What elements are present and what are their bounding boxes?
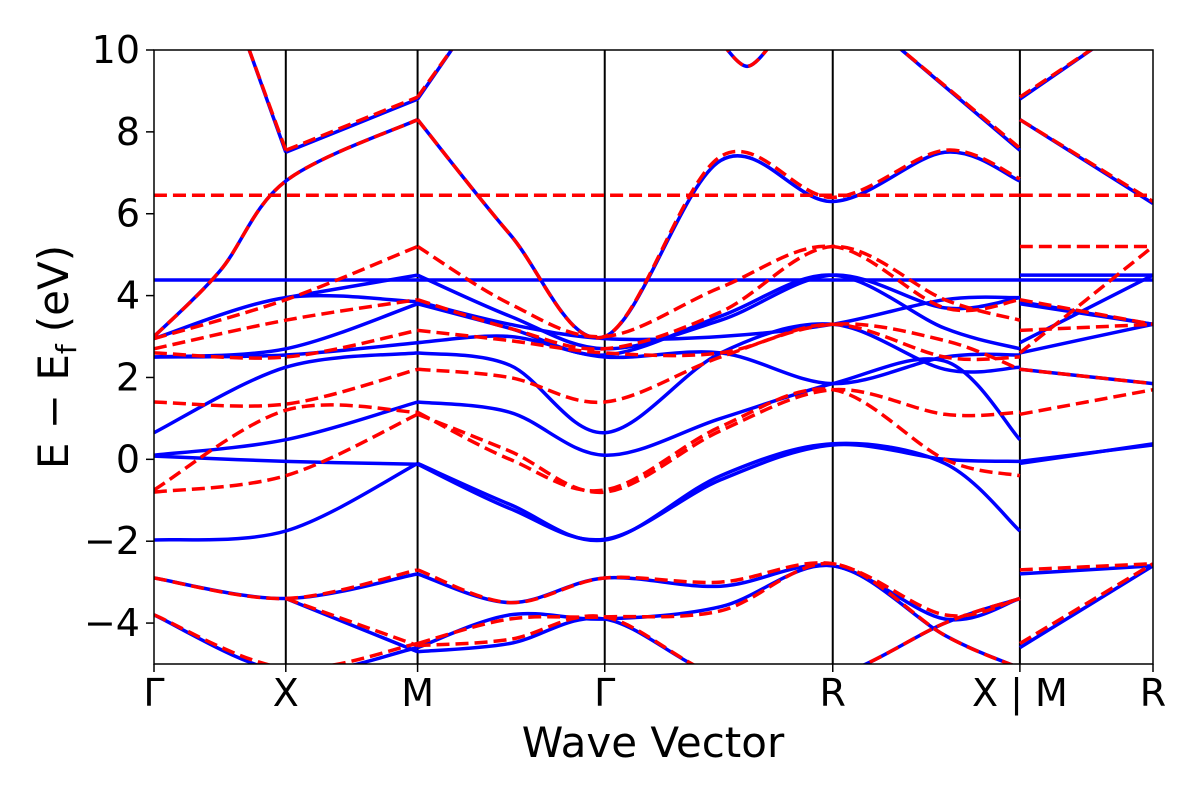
band-line — [154, 400, 419, 457]
y-tick-label: 8 — [116, 110, 140, 154]
dashed-red-bands — [154, 50, 1153, 664]
band-line — [417, 244, 1021, 351]
band-line — [417, 561, 1015, 664]
y-tick-label: −2 — [84, 519, 140, 563]
band-line — [416, 244, 1021, 339]
band-line — [417, 322, 1021, 405]
band-line — [416, 387, 1021, 493]
band-line — [154, 297, 418, 351]
x-tick-label: Γ — [143, 671, 164, 715]
y-tick-label: 0 — [116, 437, 140, 481]
x-tick-label: X | M — [972, 671, 1068, 716]
band-line — [154, 351, 418, 435]
y-axis-title-unit: (eV) — [29, 245, 78, 332]
x-ticks: Γ X M Γ R X | M R — [143, 664, 1166, 716]
band-line — [1019, 367, 1153, 386]
x-tick-label: R — [1140, 671, 1166, 715]
band-line — [416, 387, 1020, 494]
y-tick-label: −4 — [84, 601, 140, 645]
band-line — [899, 50, 1022, 150]
band-line — [154, 244, 419, 341]
band-line — [1018, 245, 1153, 355]
band-line — [154, 613, 418, 664]
x-tick-label: M — [401, 671, 434, 715]
band-line — [417, 322, 1020, 362]
band-line — [1019, 297, 1153, 327]
y-ticks: −4 −2 0 2 4 6 8 10 — [84, 28, 154, 645]
band-line — [1019, 562, 1153, 646]
band-line — [154, 118, 419, 338]
y-tick-label: 10 — [92, 28, 140, 72]
band-line — [1019, 322, 1153, 333]
x-axis-title: Wave Vector — [522, 718, 785, 767]
band-line — [154, 328, 418, 360]
band-line — [416, 118, 1021, 340]
x-tick-label: Γ — [594, 671, 615, 715]
y-axis-title-main: E − E — [29, 354, 78, 469]
band-line — [285, 95, 419, 152]
x-tick-label: X — [273, 671, 299, 715]
band-line — [154, 412, 419, 494]
y-tick-label: 6 — [116, 192, 140, 236]
band-line — [285, 97, 419, 154]
band-line — [1019, 564, 1153, 576]
band-line — [1018, 118, 1153, 203]
x-tick-label: R — [820, 671, 846, 715]
band-line — [1019, 273, 1153, 345]
band-line — [247, 50, 288, 151]
band-line — [1019, 561, 1153, 572]
band-line — [1019, 443, 1153, 464]
band-line — [416, 561, 1021, 618]
band-line — [416, 442, 1020, 542]
band-line — [154, 403, 418, 492]
y-tick-label: 4 — [116, 274, 140, 318]
band-line — [725, 50, 769, 69]
band-line — [416, 50, 454, 99]
band-line — [416, 118, 1021, 340]
band-line — [1019, 387, 1153, 417]
y-tick-label: 2 — [116, 355, 140, 399]
band-line — [417, 563, 1015, 664]
plot-frame — [153, 49, 1154, 665]
band-line — [1018, 50, 1094, 99]
band-line — [417, 357, 1022, 457]
band-line — [1018, 564, 1153, 650]
band-line — [416, 441, 1022, 543]
band-line — [154, 461, 419, 542]
band-line — [417, 322, 1021, 435]
band-line — [285, 596, 419, 648]
band-line — [154, 454, 418, 466]
band-line — [154, 367, 419, 408]
y-axis-title-subscript: f — [50, 343, 83, 354]
band-line — [285, 273, 418, 300]
y-axis-title: E − Ef (eV) — [29, 245, 83, 469]
band-line — [417, 596, 1021, 664]
